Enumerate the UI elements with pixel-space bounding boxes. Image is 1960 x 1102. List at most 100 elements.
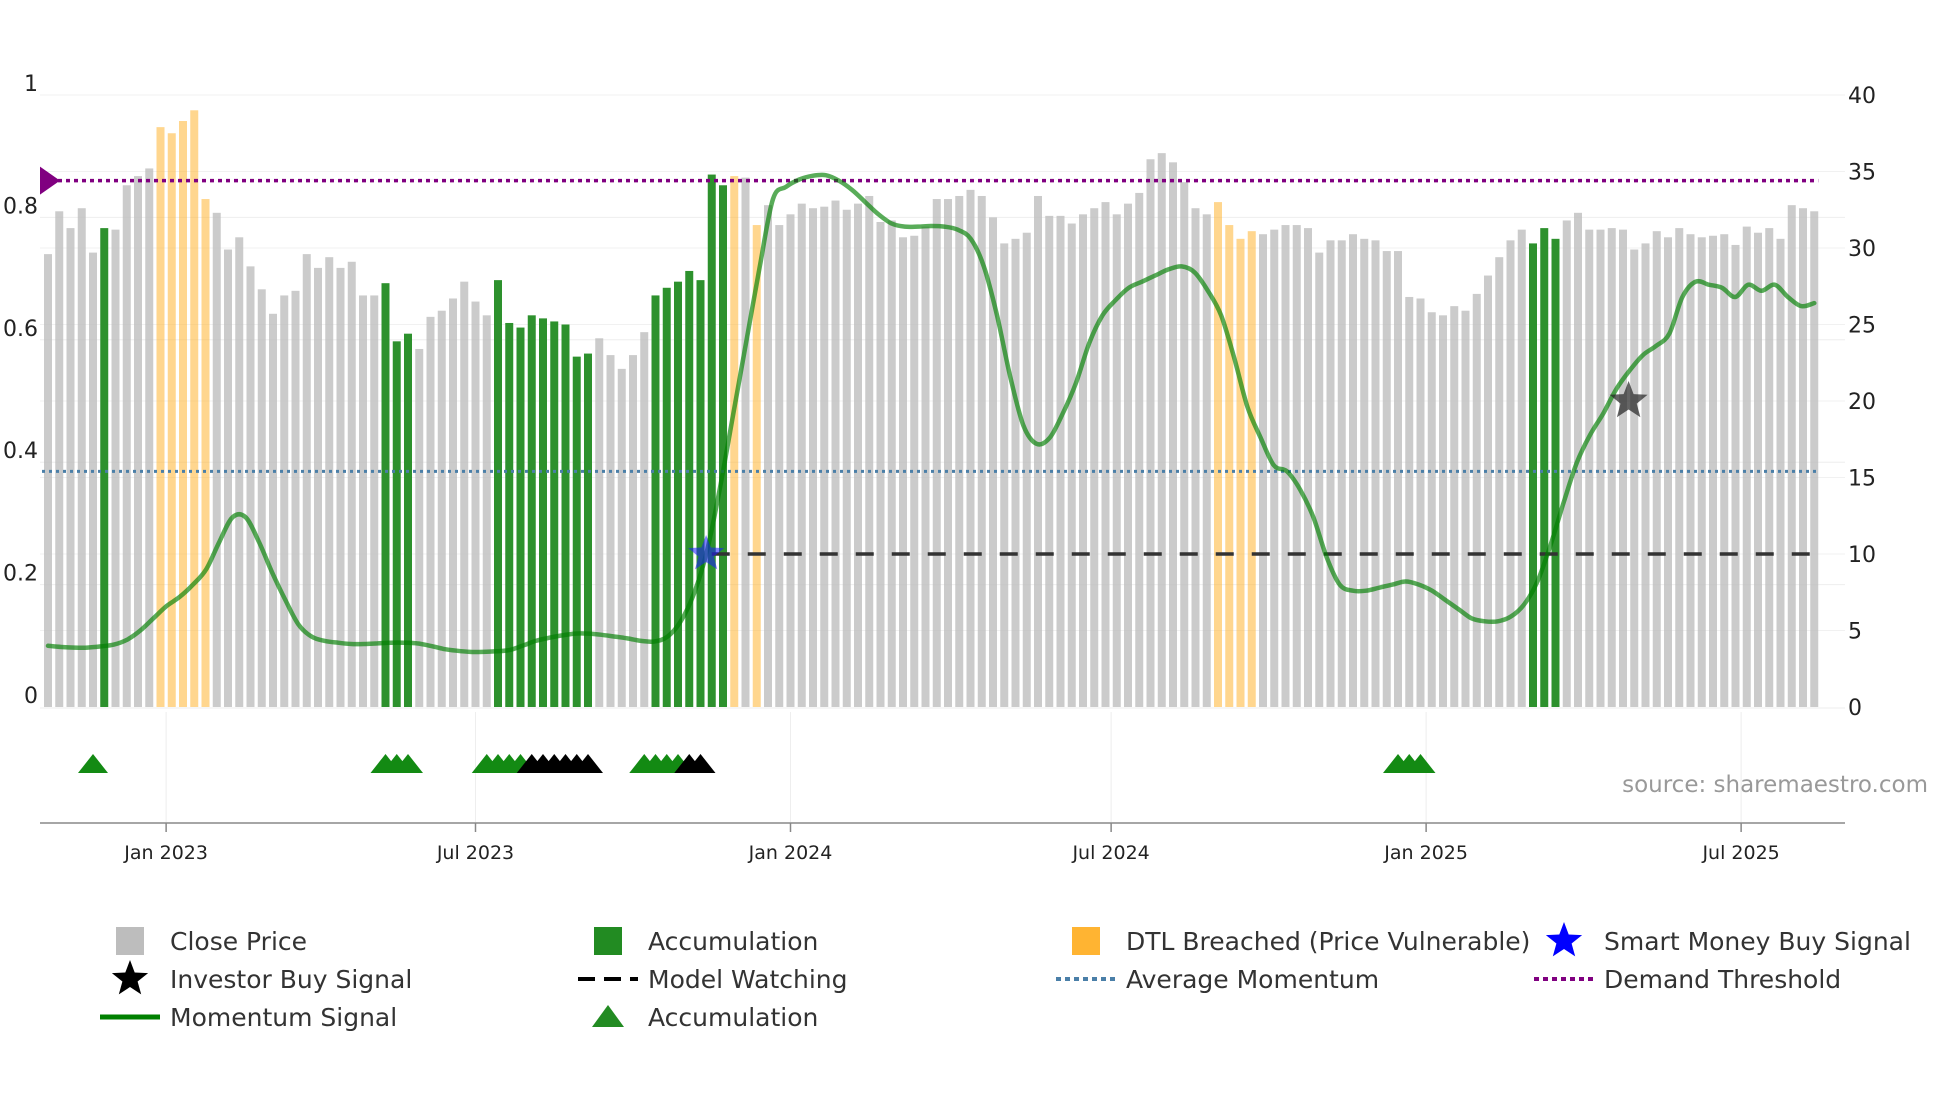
close-price-bar: [44, 254, 52, 707]
close-price-bar: [347, 261, 356, 707]
close-price-bar: [1022, 232, 1031, 707]
close-price-bar: [145, 168, 154, 707]
close-price-bar: [831, 200, 840, 707]
close-price-bar: [1652, 231, 1661, 708]
close-price-bar: [212, 212, 221, 707]
accumulation-marker-black: [685, 754, 716, 773]
close-price-bar: [1067, 223, 1076, 707]
close-price-bar: [1124, 203, 1132, 707]
smart-money-buy-star: [688, 535, 725, 570]
legend-label: Momentum Signal: [170, 1003, 397, 1032]
close-price-bar: [1101, 202, 1110, 707]
close-price-bar: [1585, 229, 1594, 707]
reference-lines: [40, 166, 1819, 556]
close-price-bar: [437, 310, 446, 707]
dtl-breached-bar: [1214, 202, 1222, 707]
close-price-bar: [629, 355, 637, 707]
source-label: source: sharemaestro.com: [1622, 772, 1928, 798]
close-price-bar: [977, 195, 986, 708]
close-price-bar: [1427, 312, 1436, 707]
left-tick-label: 0.2: [3, 562, 38, 587]
accumulation-bar: [381, 283, 390, 707]
investor-buy-star: [1609, 381, 1648, 418]
close-price-bar: [1011, 238, 1020, 707]
close-price-bar: [854, 203, 862, 707]
accumulation-bar: [1529, 243, 1537, 707]
accumulation-bar: [550, 321, 559, 707]
accumulation-markers: [78, 754, 1436, 773]
dtl-breached-bar: [752, 225, 761, 708]
close-price-bar: [224, 249, 232, 707]
close-price-bar: [1281, 225, 1290, 708]
accumulation-bar: [516, 327, 525, 707]
close-price-bar: [741, 177, 750, 707]
legend-triangle-icon: [592, 1005, 624, 1027]
close-price-bar: [1472, 293, 1481, 707]
x-tick-label: Jan 2023: [123, 842, 208, 864]
close-price-bar: [1416, 298, 1425, 707]
momentum-signal: [45, 172, 1817, 655]
accumulation-bar: [674, 281, 682, 707]
close-price-bar: [1405, 296, 1414, 707]
close-price-bar: [1517, 229, 1526, 707]
close-price-bar: [1596, 229, 1605, 707]
close-price-bar: [1630, 249, 1639, 707]
close-price-bar: [640, 332, 649, 707]
close-price-bar: [359, 295, 367, 707]
close-price-bar: [865, 195, 874, 708]
close-price-bar: [1090, 208, 1099, 707]
close-price-bar: [617, 368, 626, 707]
close-price-bar: [257, 289, 266, 707]
close-price-bar: [764, 205, 772, 707]
accumulation-bar: [696, 280, 705, 707]
close-price-bar: [314, 267, 322, 707]
accumulation-bar: [572, 356, 581, 707]
legend-item: Investor Buy Signal: [111, 960, 412, 995]
close-price-bar: [1304, 228, 1312, 708]
accumulation-bar: [1540, 228, 1549, 708]
close-price-bar: [111, 229, 120, 707]
close-price-bar: [1776, 238, 1785, 707]
close-price-bar: [1180, 182, 1189, 707]
close-price-bar: [1191, 208, 1200, 707]
legend-item: Close Price: [116, 927, 307, 956]
accumulation-bar: [392, 341, 401, 707]
dtl-breached-bar: [1236, 238, 1245, 707]
accumulation-bar: [404, 333, 412, 707]
close-price-bar: [1169, 162, 1177, 707]
close-price-bar: [471, 301, 480, 707]
close-price-bar: [1034, 195, 1042, 708]
signals: [688, 381, 1648, 570]
close-price-bar: [269, 313, 277, 707]
close-price-bar: [291, 290, 300, 707]
close-price-bar: [1292, 225, 1301, 708]
legend: Close Price Accumulation DTL Breached (Pri…: [100, 922, 1911, 1032]
right-tick-label: 30: [1848, 237, 1876, 262]
right-tick-label: 20: [1848, 390, 1876, 415]
close-price-bar: [944, 199, 952, 708]
close-price-bar: [1619, 229, 1627, 707]
close-price-bar: [134, 176, 142, 708]
close-price-bar: [786, 214, 795, 707]
close-price-bar: [1765, 228, 1774, 708]
legend-label: Demand Threshold: [1604, 965, 1841, 994]
close-price-bar: [921, 226, 930, 707]
accumulation-bar: [685, 270, 694, 707]
close-price-bar: [1315, 252, 1324, 707]
accumulation-bar: [505, 322, 514, 707]
close-price-bar: [1382, 251, 1391, 707]
close-price-bar: [1326, 240, 1335, 707]
close-price-bar: [1394, 251, 1402, 707]
legend-label: Investor Buy Signal: [170, 965, 412, 994]
close-price-bar: [809, 208, 817, 707]
close-price-bar: [932, 199, 941, 708]
close-price-bar: [1709, 235, 1717, 707]
accumulation-bar: [1551, 238, 1560, 707]
dtl-breached-bar: [179, 121, 187, 707]
legend-item: Average Momentum: [1056, 965, 1379, 994]
close-price-bar: [1371, 240, 1380, 707]
right-tick-label: 35: [1848, 161, 1876, 186]
legend-label: Model Watching: [648, 965, 848, 994]
close-price-bar: [820, 206, 829, 707]
accumulation-bar: [527, 315, 536, 707]
